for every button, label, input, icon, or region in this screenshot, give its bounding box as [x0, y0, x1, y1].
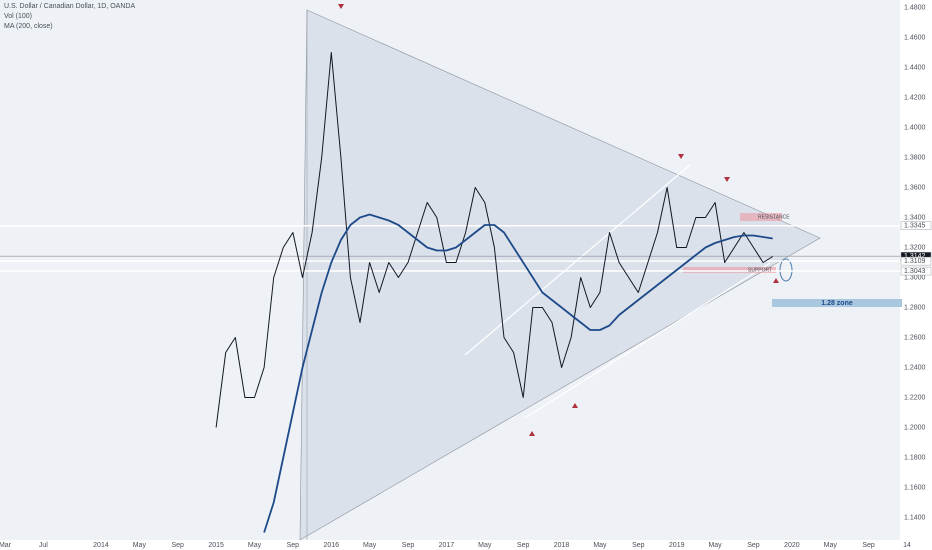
legend-entry: Vol (100) — [4, 13, 32, 20]
arrows — [338, 4, 779, 436]
x-tick-label: May — [708, 542, 722, 549]
legend-entry: U.S. Dollar / Canadian Dollar, 1D, OANDA — [4, 3, 135, 10]
legend-entry: MA (200, close) — [4, 23, 53, 30]
y-tick-label: 1.4600 — [904, 34, 926, 41]
level-label: 1.3142 — [904, 253, 926, 260]
channel-line — [524, 262, 771, 419]
zone-box — [772, 299, 902, 307]
x-tick-label: 2017 — [439, 542, 455, 549]
x-tick-label: May — [363, 542, 377, 549]
x-tick-label: 2019 — [669, 542, 685, 549]
arrow-up — [572, 403, 578, 408]
x-tick-label: Sep — [287, 542, 300, 549]
arrow-down — [338, 4, 344, 9]
x-tick-label: 2018 — [554, 542, 570, 549]
y-tick-label: 1.3200 — [904, 244, 926, 251]
x-tick-label: May — [478, 542, 492, 549]
ma-line — [263, 213, 773, 533]
y-tick-label: 1.3000 — [904, 274, 926, 281]
arrow-up — [529, 431, 535, 436]
x-tick-label: May — [248, 542, 262, 549]
level-label-box — [900, 266, 932, 276]
y-tick-label: 1.4000 — [904, 124, 926, 131]
x-tick-label: Sep — [632, 542, 645, 549]
y-tick-label: 1.4200 — [904, 94, 926, 101]
time-axis — [0, 540, 900, 550]
y-tick-label: 1.3600 — [904, 184, 926, 191]
resistance-zone — [740, 213, 782, 221]
x-tick-label: Sep — [747, 542, 760, 549]
y-tick-label: 1.1600 — [904, 484, 926, 491]
y-tick-label: 1.4400 — [904, 64, 926, 71]
x-tick-label: 2015 — [208, 542, 224, 549]
annotation: 1.28 zone — [821, 300, 853, 307]
x-tick-label: Jul — [39, 542, 48, 549]
x-tick-label: 2016 — [323, 542, 339, 549]
arrow-down — [724, 177, 730, 182]
x-tick-label: Sep — [517, 542, 530, 549]
circle-drawing — [779, 258, 793, 282]
y-tick-label: 1.4800 — [904, 4, 926, 11]
support-zone — [683, 267, 776, 273]
arrow-up — [773, 278, 779, 283]
arrow-down — [678, 154, 684, 159]
x-tick-label: May — [593, 542, 607, 549]
annotation: SUPPORT — [748, 267, 772, 273]
x-tick-label: 2020 — [784, 542, 800, 549]
y-tick-label: 1.2600 — [904, 334, 926, 341]
y-tick-label: 1.3800 — [904, 154, 926, 161]
price-line — [215, 52, 773, 428]
x-tick-label: 14 — [903, 542, 911, 549]
x-tick-label: May — [133, 542, 147, 549]
annotation: RESISTANCE — [758, 214, 790, 220]
level-label: 1.3109 — [904, 258, 926, 265]
level-label: 1.3345 — [904, 223, 926, 230]
x-tick-label: Sep — [402, 542, 415, 549]
level-label-box — [900, 256, 932, 266]
x-tick-label: May — [824, 542, 838, 549]
level-label: 1.3043 — [904, 268, 926, 275]
y-tick-label: 1.3400 — [904, 214, 926, 221]
level-label-box — [900, 221, 932, 230]
y-tick-label: 1.2000 — [904, 424, 926, 431]
y-tick-label: 1.2400 — [904, 364, 926, 371]
x-tick-label: Mar — [0, 542, 12, 549]
x-tick-label: 2014 — [93, 542, 109, 549]
y-tick-label: 1.1800 — [904, 454, 926, 461]
y-tick-label: 1.2800 — [904, 304, 926, 311]
y-tick-label: 1.2200 — [904, 394, 926, 401]
x-tick-label: Sep — [862, 542, 875, 549]
x-tick-label: Sep — [171, 542, 184, 549]
y-tick-label: 1.1400 — [904, 514, 926, 521]
